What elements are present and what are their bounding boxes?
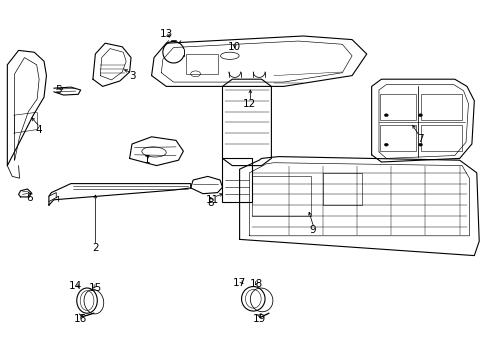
Ellipse shape bbox=[418, 114, 422, 117]
Bar bbox=[185, 54, 217, 74]
Bar bbox=[420, 94, 461, 120]
Text: 13: 13 bbox=[159, 29, 173, 39]
Text: 3: 3 bbox=[128, 71, 135, 81]
Bar bbox=[251, 176, 310, 216]
Text: 7: 7 bbox=[416, 134, 423, 144]
Text: 4: 4 bbox=[36, 125, 42, 135]
Text: 11: 11 bbox=[205, 195, 219, 205]
Text: 16: 16 bbox=[74, 314, 87, 324]
Bar bbox=[380, 94, 415, 120]
Text: 1: 1 bbox=[143, 155, 150, 165]
Bar bbox=[380, 125, 415, 151]
Bar bbox=[420, 125, 461, 151]
Bar bbox=[222, 158, 251, 202]
Ellipse shape bbox=[384, 143, 387, 146]
Text: 15: 15 bbox=[88, 283, 102, 293]
Text: 18: 18 bbox=[249, 279, 263, 289]
Text: 17: 17 bbox=[232, 278, 246, 288]
Text: 10: 10 bbox=[228, 42, 241, 52]
Text: 19: 19 bbox=[252, 314, 265, 324]
Bar bbox=[322, 173, 361, 205]
Text: 6: 6 bbox=[26, 193, 33, 203]
Text: 5: 5 bbox=[55, 85, 62, 95]
Ellipse shape bbox=[418, 143, 422, 146]
Text: 9: 9 bbox=[309, 225, 316, 235]
Text: 8: 8 bbox=[206, 198, 213, 208]
Text: 14: 14 bbox=[69, 281, 82, 291]
Text: 2: 2 bbox=[92, 243, 99, 253]
Text: 12: 12 bbox=[242, 99, 256, 109]
Ellipse shape bbox=[384, 114, 387, 117]
